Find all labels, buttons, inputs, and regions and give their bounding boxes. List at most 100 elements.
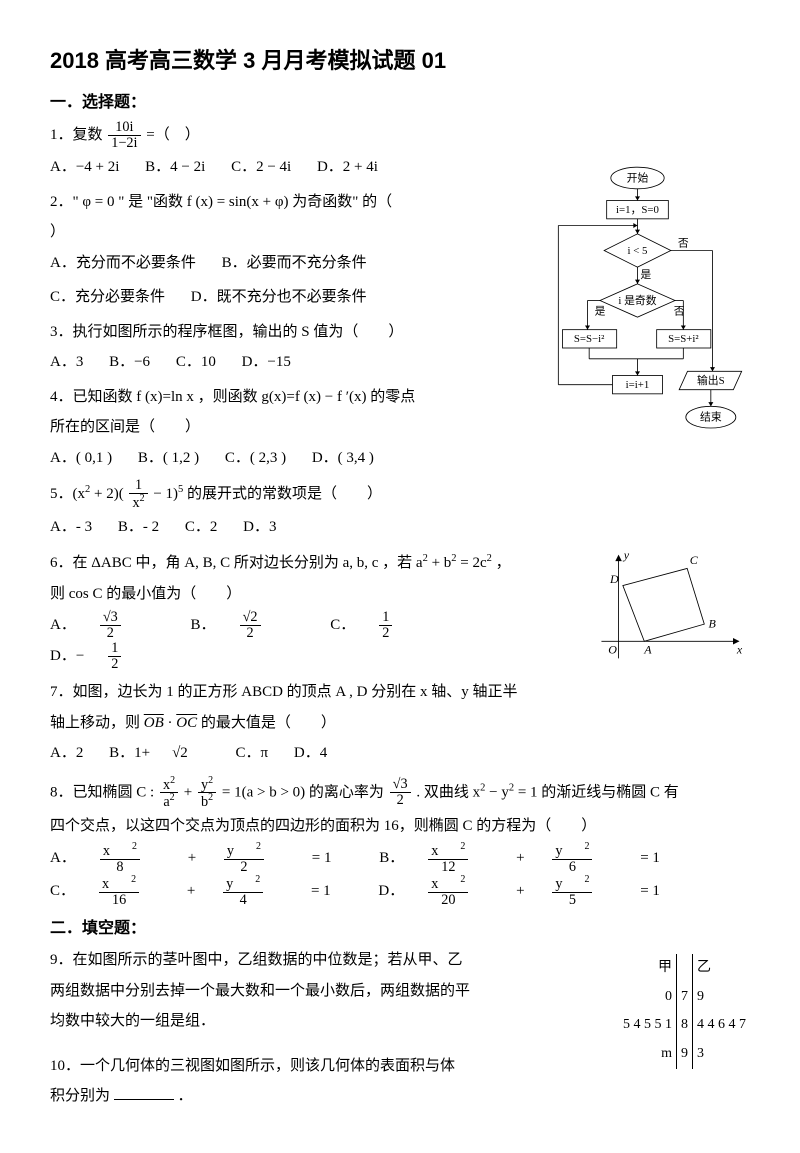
square-svg: O A B C D x y (590, 547, 750, 667)
q8-a: 8．已知椭圆 C : (50, 784, 158, 800)
q4-B: B．( 1,2 ) (138, 450, 199, 466)
sl-2s: 8 (677, 1011, 693, 1040)
q2-D: D．既不充分也不必要条件 (191, 289, 367, 305)
q4-C: C．( 2,3 ) (225, 450, 286, 466)
q7-ob: OB (144, 715, 164, 731)
sl-hl: 甲 (619, 954, 677, 983)
q8-A: A．x28 + y22 = 1 (50, 850, 354, 866)
svg-text:是: 是 (595, 305, 606, 318)
q7-b1: 轴上移动，则 (50, 715, 144, 731)
q5-fn: 1 (129, 478, 147, 494)
svg-text:C: C (690, 553, 699, 567)
q8: 8．已知椭圆 C : x2a2 + y2b2 = 1(a > b > 0) 的离… (50, 776, 750, 810)
q8-c: . 双曲线 x (416, 784, 480, 800)
svg-text:输出S: 输出S (697, 373, 725, 387)
q1-C: C．2 − 4i (231, 159, 291, 175)
q10-blank (114, 1084, 174, 1100)
q8-e: = 1 的渐近线与椭圆 C 有 (518, 784, 679, 800)
stemleaf-table: 甲乙 079 5 4 5 5 184 4 6 4 7 m93 (619, 954, 750, 1068)
q6-A: A．√32 (50, 617, 165, 633)
q8-C: C．x216 + y24 = 1 (50, 883, 353, 899)
sl-hr: 乙 (693, 954, 751, 983)
q7-oc: OC (176, 715, 197, 731)
q1: 1．复数 10i1−2i =（ ） (50, 120, 750, 151)
q7-c: 的最大值是（ ） (201, 715, 336, 731)
svg-text:否: 否 (678, 238, 689, 250)
sl-2r: 4 4 6 4 7 (693, 1011, 751, 1040)
svg-text:D: D (609, 572, 619, 586)
sl-2l: 5 4 5 5 1 (619, 1011, 677, 1040)
q8-B: B．x212 + y26 = 1 (379, 850, 682, 866)
svg-text:结束: 结束 (700, 411, 722, 424)
svg-text:S=S+i²: S=S+i² (668, 333, 699, 345)
q7-C: C．π (236, 745, 269, 761)
stemleaf-figure: 甲乙 079 5 4 5 5 184 4 6 4 7 m93 (619, 954, 750, 1068)
svg-text:A: A (643, 643, 652, 657)
sl-1l: 0 (619, 983, 677, 1012)
sl-3l: m (619, 1040, 677, 1069)
q8-d: − y (489, 784, 509, 800)
q10-c: ． (178, 1088, 193, 1104)
q1-B: B．4 − 2i (145, 159, 205, 175)
q5-B: B．- 2 (118, 519, 159, 535)
q7-options: A．2 B．1+√2 C．π D．4 (50, 739, 750, 768)
svg-text:i=i+1: i=i+1 (626, 379, 650, 391)
flowchart-figure: 开始 i=1，S=0 i < 5 否 输出S 结束 是 i 是奇数 是 S=S−… (550, 158, 750, 479)
q10-b: 积分别为 (50, 1088, 110, 1104)
svg-text:是: 是 (640, 268, 651, 281)
q8-options: A．x28 + y22 = 1 B．x212 + y26 = 1 C．x216 … (50, 842, 750, 907)
q4-A: A．( 0,1 ) (50, 450, 112, 466)
q6-B: B．√22 (191, 617, 305, 633)
q2-C: C．充分必要条件 (50, 289, 165, 305)
q6-d: ， (496, 555, 511, 571)
q7b: 轴上移动，则 OB · OC 的最大值是（ ） (50, 709, 750, 738)
sl-1r: 9 (693, 983, 751, 1012)
q7-B: B．1+√2 (109, 745, 210, 761)
q5-D: D．3 (243, 519, 276, 535)
q1-D: D．2 + 4i (317, 159, 378, 175)
q5-C: C．2 (185, 519, 218, 535)
q6-C: C．12 (330, 617, 436, 633)
q5-options: A．- 3 B．- 2 C．2 D．3 (50, 513, 750, 542)
q5-c: − 1) (153, 486, 178, 502)
section-1-header: 一．选择题： (50, 88, 750, 118)
svg-text:开始: 开始 (627, 171, 649, 185)
svg-text:i 是奇数: i 是奇数 (618, 294, 656, 307)
q1-frac-d: 1−2i (108, 136, 140, 151)
q3-B: B．−6 (109, 354, 150, 370)
q6-D: D．−12 (50, 648, 165, 664)
svg-text:O: O (608, 643, 617, 657)
svg-text:i=1，S=0: i=1，S=0 (616, 204, 659, 216)
q8-b: = 1(a > b > 0) 的离心率为 (222, 784, 384, 800)
q5-d: 的展开式的常数项是（ ） (187, 486, 382, 502)
q1-frac-n: 10i (108, 120, 140, 136)
svg-text:B: B (709, 617, 717, 631)
q2-B: B．必要而不充分条件 (222, 255, 367, 271)
page-title: 2018 高考高三数学 3 月月考模拟试题 01 (50, 40, 750, 82)
svg-text:i < 5: i < 5 (628, 245, 648, 257)
q6-c: = 2c (460, 555, 486, 571)
q1-stem-b: =（ ） (146, 127, 199, 143)
q5-fd: x2 (129, 494, 147, 511)
q5-b: + 2)( (94, 486, 124, 502)
q8f: 四个交点，以这四个交点为顶点的四边形的面积为 16，则椭圆 C 的方程为（ ） (50, 812, 750, 841)
svg-text:y: y (623, 548, 630, 562)
q8-p1: + (184, 784, 196, 800)
q4-D: D．( 3,4 ) (312, 450, 374, 466)
q5-A: A．- 3 (50, 519, 92, 535)
q3-A: A．3 (50, 354, 83, 370)
q6-a: 6．在 ΔABC 中，角 A, B, C 所对边长分别为 a, b, c ，若 … (50, 555, 423, 571)
svg-text:S=S−i²: S=S−i² (574, 333, 605, 345)
sl-3s: 9 (677, 1040, 693, 1069)
square-figure: O A B C D x y (590, 547, 750, 678)
q7-dot: · (168, 715, 177, 731)
q1-stem-a: 1．复数 (50, 127, 103, 143)
q2-stem-a: 2．" φ = 0 " 是 "函数 f (x) = sin(x + φ) 为奇函… (50, 194, 392, 210)
q1-A: A．−4 + 2i (50, 159, 119, 175)
q3-D: D．−15 (242, 354, 291, 370)
q3-C: C．10 (176, 354, 216, 370)
section-2-header: 二．填空题： (50, 914, 750, 944)
q8-D: D．x220 + y25 = 1 (378, 883, 682, 899)
sl-3r: 3 (693, 1040, 751, 1069)
q10b: 积分别为 ． (50, 1082, 750, 1111)
